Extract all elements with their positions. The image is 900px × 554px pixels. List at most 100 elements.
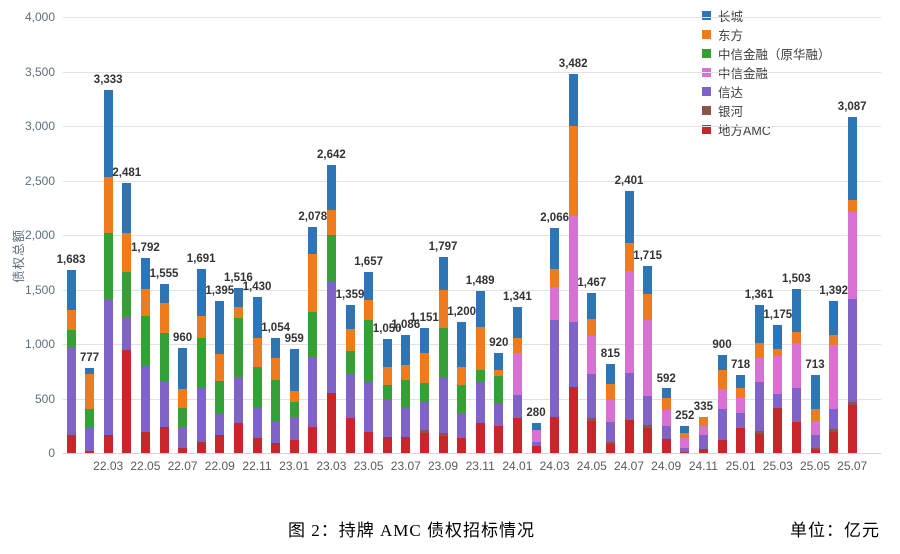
bar-segment-地方AMC xyxy=(550,417,560,453)
bar-segment-东方 xyxy=(159,303,169,333)
bar-segment-长城 xyxy=(475,290,485,328)
bar-25.01 xyxy=(736,374,746,453)
bar-value-label: 3,333 xyxy=(93,73,123,86)
bar-25.07 xyxy=(847,116,857,453)
bar-segment-地方AMC xyxy=(643,428,653,453)
bar-segment-地方AMC xyxy=(66,435,76,453)
bar-segment-地方AMC xyxy=(847,405,857,453)
legend-label: 东方 xyxy=(718,29,744,43)
gridline xyxy=(63,17,881,18)
bar-segment-信达 xyxy=(531,442,541,447)
bar-25.02 xyxy=(754,304,764,453)
legend-label: 中信金融（原华融） xyxy=(718,48,831,62)
bar-segment-银河 xyxy=(605,441,615,444)
bar-24.08 xyxy=(643,266,653,453)
bar-segment-中信金融 xyxy=(661,409,671,427)
bar-22.10 xyxy=(233,287,243,453)
x-tick-label: 24.11 xyxy=(688,459,718,473)
bar-segment-东方 xyxy=(698,416,708,427)
bar-segment-长城 xyxy=(643,266,653,295)
bar-value-label: 1,683 xyxy=(56,253,86,266)
bar-segment-中信金融 xyxy=(791,343,801,388)
bar-segment-东方 xyxy=(252,338,262,368)
bar-segment-中信金融 xyxy=(680,438,690,448)
bar-segment-长城 xyxy=(624,191,634,244)
bar-23.02 xyxy=(308,226,318,453)
bar-segment-地方AMC xyxy=(345,418,355,453)
bar-segment-信达 xyxy=(661,426,671,439)
bar-segment-中信金融 xyxy=(605,400,615,423)
bar-segment-信达 xyxy=(717,409,727,441)
bar-value-label: 1,489 xyxy=(465,274,495,287)
bar-segment-地方AMC xyxy=(475,423,485,453)
bar-25.04 xyxy=(791,289,801,453)
bar-segment-东方 xyxy=(568,125,578,217)
legend-item: 银河 xyxy=(702,101,831,120)
bar-segment-银河 xyxy=(829,428,839,432)
bar-24.04 xyxy=(568,73,578,453)
bar-value-label: 335 xyxy=(693,400,713,413)
bar-value-label: 1,555 xyxy=(149,267,179,280)
legend-swatch-icon xyxy=(702,87,711,96)
bar-value-label: 1,503 xyxy=(782,273,811,286)
bar-24.11 xyxy=(698,416,708,453)
bar-23.03 xyxy=(326,165,336,453)
gridline xyxy=(63,453,881,454)
bar-segment-信达 xyxy=(233,377,243,424)
bar-segment-长城 xyxy=(717,354,727,371)
bar-segment-东方 xyxy=(717,370,727,389)
bar-segment-长城 xyxy=(587,293,597,320)
x-tick-label: 23.01 xyxy=(279,459,310,473)
bar-25.03 xyxy=(773,324,783,453)
bar-segment-东方 xyxy=(643,294,653,321)
bar-segment-中信金融（原华融） xyxy=(85,409,95,429)
bar-value-label: 1,516 xyxy=(224,271,253,284)
legend-swatch-icon xyxy=(702,30,711,39)
bar-segment-东方 xyxy=(271,357,281,381)
bar-segment-长城 xyxy=(382,338,392,368)
bar-22.05 xyxy=(140,257,150,453)
bar-segment-东方 xyxy=(215,354,225,381)
bar-segment-东方 xyxy=(791,332,801,344)
bar-segment-地方AMC xyxy=(512,417,522,453)
bar-segment-长城 xyxy=(568,73,578,126)
bar-segment-东方 xyxy=(605,383,615,401)
y-tick-label: 500 xyxy=(34,391,55,406)
legend-item: 长城 xyxy=(702,6,831,25)
bar-23.01 xyxy=(289,348,299,453)
bar-segment-信达 xyxy=(103,300,113,436)
bar-segment-东方 xyxy=(401,365,411,380)
bar-segment-地方AMC xyxy=(308,426,318,453)
bar-segment-长城 xyxy=(364,272,374,301)
bar-segment-中信金融（原华融） xyxy=(308,312,318,357)
bar-segment-东方 xyxy=(810,409,820,421)
bar-segment-东方 xyxy=(364,300,374,321)
bar-segment-地方AMC xyxy=(717,440,727,453)
bar-segment-中信金融（原华融） xyxy=(159,332,169,383)
bar-segment-东方 xyxy=(438,290,448,328)
bar-segment-地方AMC xyxy=(103,435,113,453)
bar-segment-信达 xyxy=(345,373,355,419)
bar-segment-长城 xyxy=(345,304,355,330)
bar-segment-信达 xyxy=(308,356,318,427)
bar-24.05 xyxy=(587,293,597,453)
bar-segment-信达 xyxy=(624,373,634,420)
bar-segment-地方AMC xyxy=(401,436,411,453)
bar-segment-东方 xyxy=(345,329,355,352)
bar-segment-银河 xyxy=(847,402,857,406)
bar-segment-信达 xyxy=(736,413,746,429)
bar-value-label: 1,467 xyxy=(577,277,607,290)
bar-segment-地方AMC xyxy=(326,393,336,453)
bar-segment-信达 xyxy=(252,408,262,438)
x-tick-label: 23.05 xyxy=(353,459,384,473)
bar-23.11 xyxy=(475,290,485,453)
bar-22.09 xyxy=(215,300,225,453)
bar-segment-信达 xyxy=(568,322,578,388)
bar-segment-信达 xyxy=(605,422,615,442)
bar-24.07 xyxy=(624,191,634,453)
bar-segment-信达 xyxy=(122,316,132,350)
bar-segment-地方AMC xyxy=(587,421,597,453)
bar-segment-中信金融 xyxy=(568,216,578,322)
bar-value-label: 592 xyxy=(656,372,676,385)
bar-segment-东方 xyxy=(736,388,746,399)
